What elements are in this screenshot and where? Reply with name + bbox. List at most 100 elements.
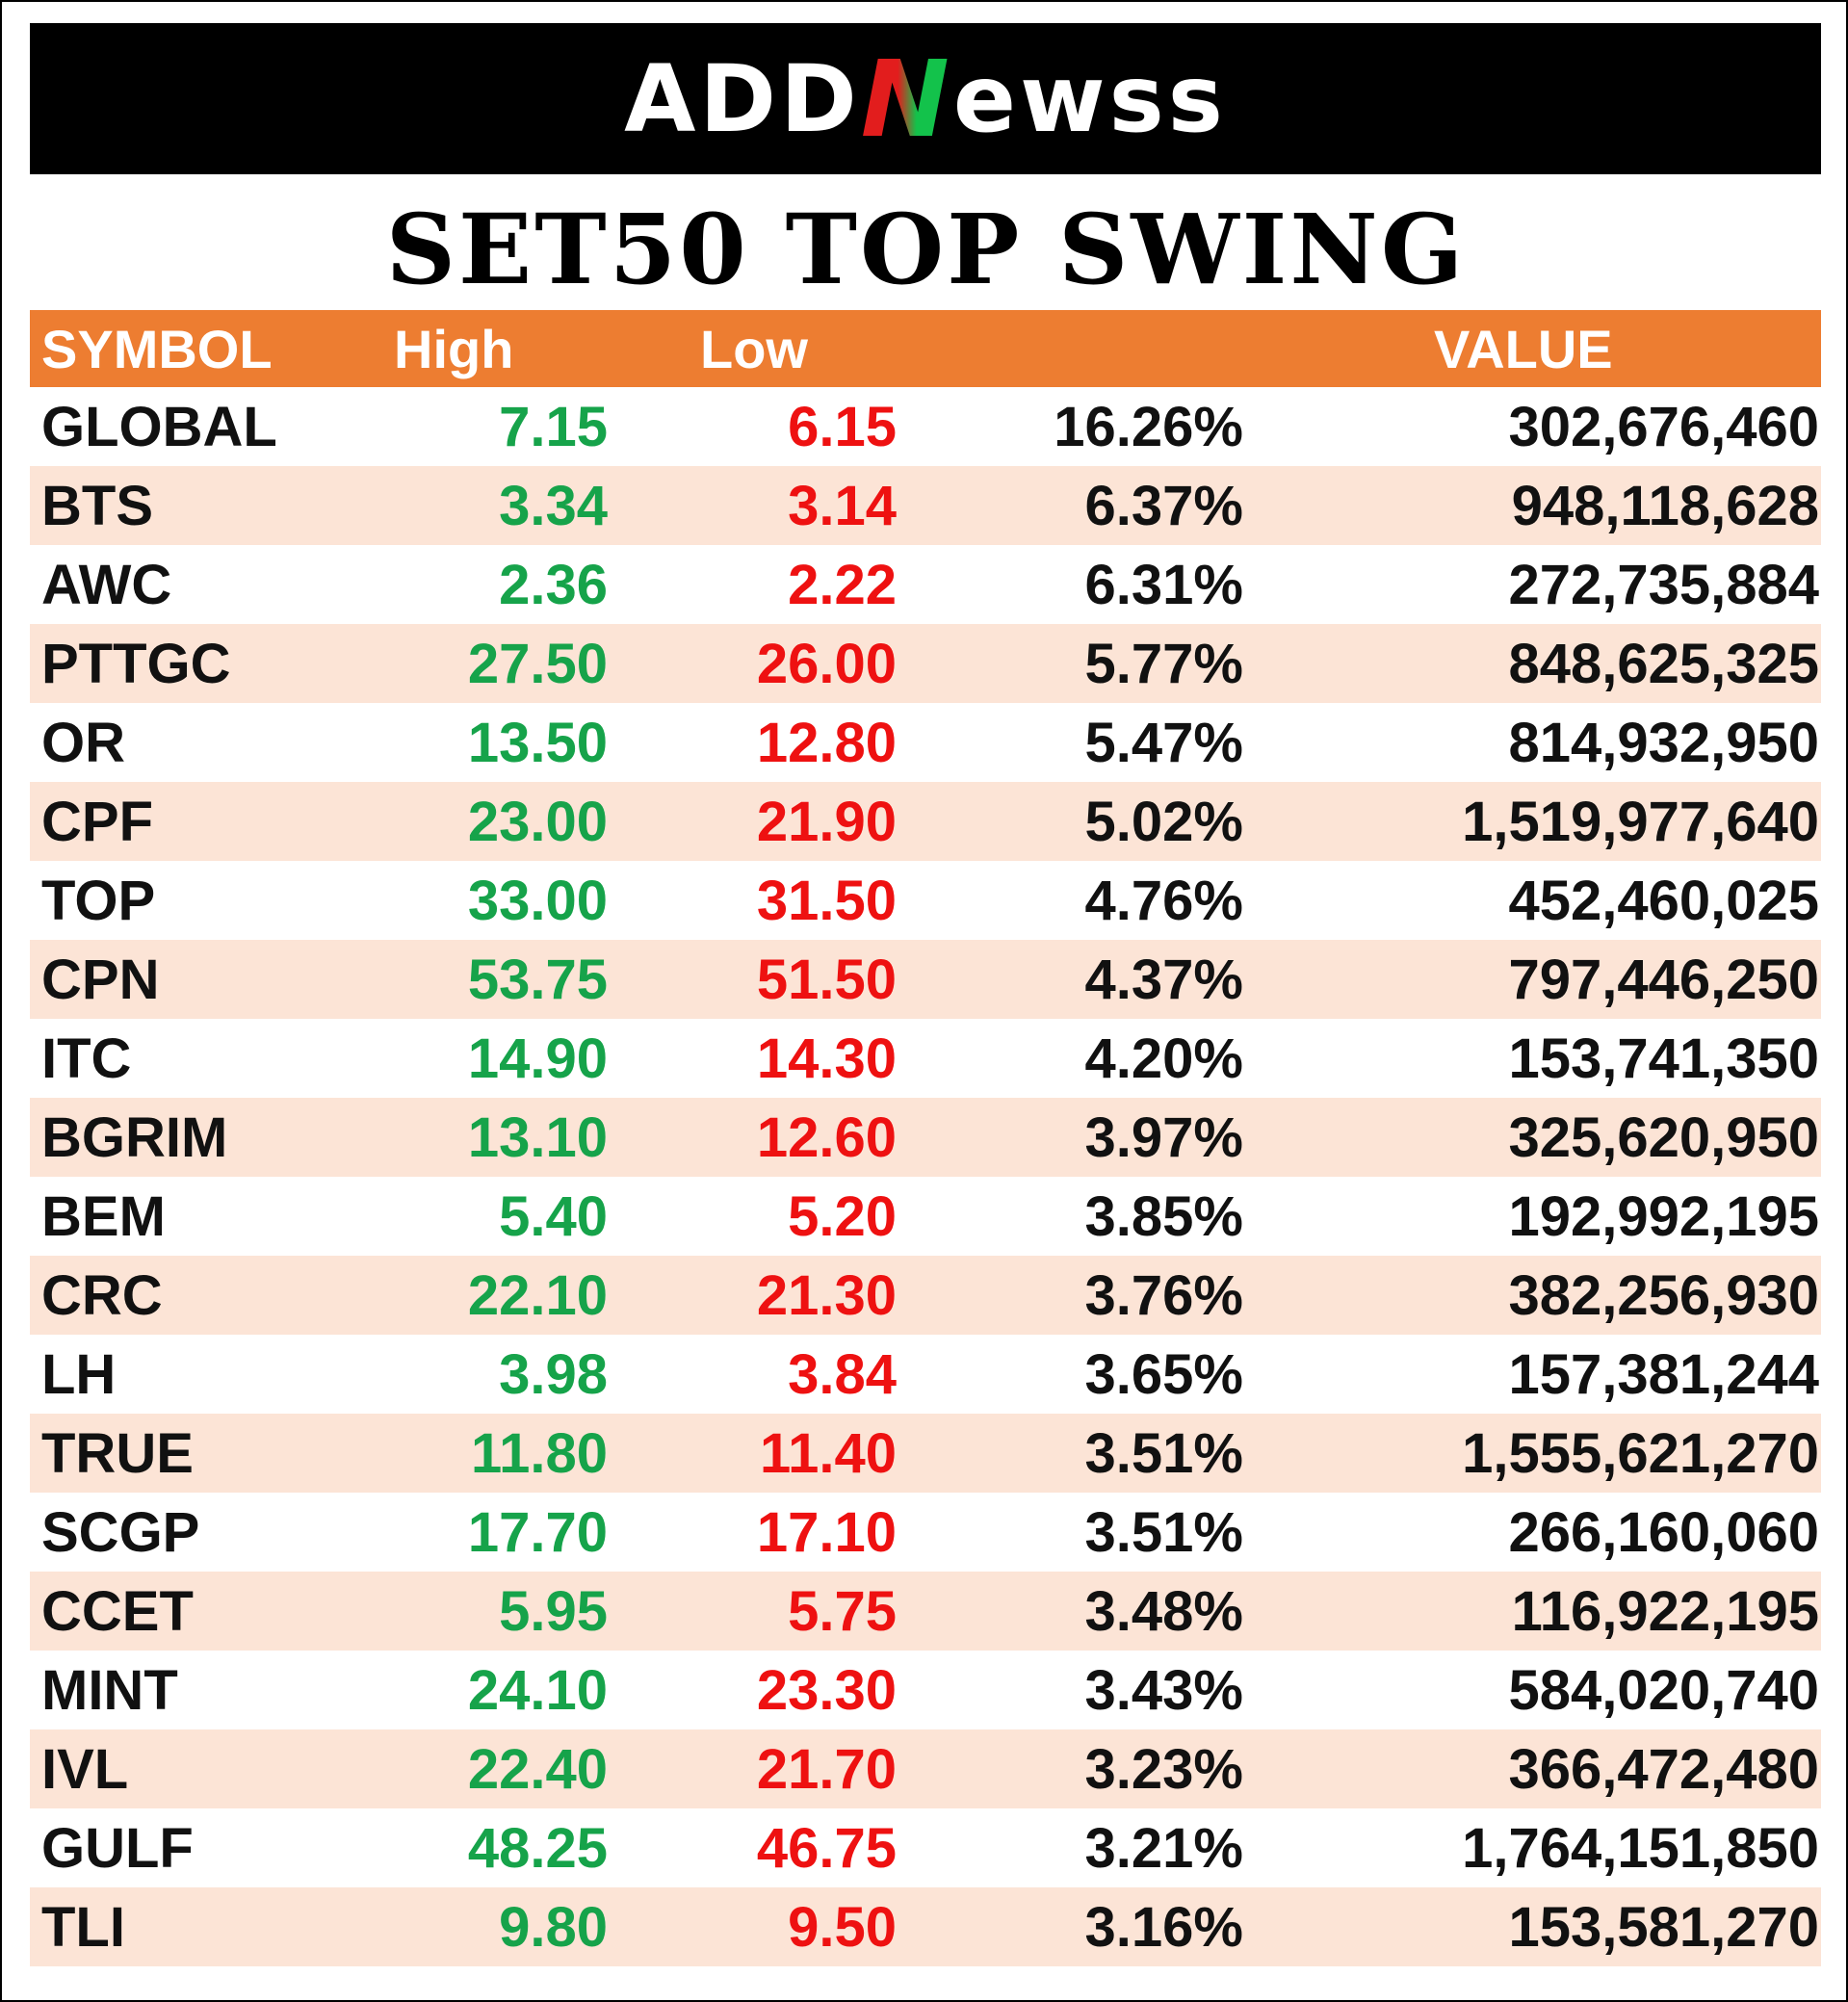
cell-high: 22.40 xyxy=(467,1737,608,1801)
cell-swing-pct: 6.31% xyxy=(1084,553,1243,616)
cell-swing-pct: 4.76% xyxy=(1084,869,1243,932)
cell-symbol: CCET xyxy=(41,1579,194,1643)
cell-low: 31.50 xyxy=(756,869,897,932)
table-row: BTS 3.34 3.14 6.37% 948,118,628 xyxy=(30,466,1821,545)
cell-value: 192,992,195 xyxy=(1508,1184,1819,1248)
cell-symbol: CPN xyxy=(41,948,160,1011)
cell-swing-pct: 6.37% xyxy=(1084,474,1243,537)
cell-swing-pct: 3.51% xyxy=(1084,1500,1243,1564)
table-row: CCET 5.95 5.75 3.48% 116,922,195 xyxy=(30,1572,1821,1651)
cell-low: 21.30 xyxy=(756,1263,897,1327)
table-row: IVL 22.40 21.70 3.23% 366,472,480 xyxy=(30,1729,1821,1808)
table-row: CPF 23.00 21.90 5.02% 1,519,977,640 xyxy=(30,782,1821,861)
logo-text-n: N xyxy=(860,37,953,161)
table-row: CPN 53.75 51.50 4.37% 797,446,250 xyxy=(30,940,1821,1019)
cell-low: 21.70 xyxy=(756,1737,897,1801)
cell-low: 12.80 xyxy=(756,711,897,774)
cell-high: 14.90 xyxy=(467,1027,608,1090)
cell-low: 46.75 xyxy=(756,1816,897,1880)
cell-swing-pct: 3.43% xyxy=(1084,1658,1243,1722)
cell-high: 13.50 xyxy=(467,711,608,774)
cell-swing-pct: 16.26% xyxy=(1054,395,1243,458)
table-row: TOP 33.00 31.50 4.76% 452,460,025 xyxy=(30,861,1821,940)
cell-value: 382,256,930 xyxy=(1508,1263,1819,1327)
cell-symbol: GLOBAL xyxy=(41,395,277,458)
cell-high: 7.15 xyxy=(499,395,608,458)
cell-swing-pct: 3.21% xyxy=(1084,1816,1243,1880)
cell-high: 22.10 xyxy=(467,1263,608,1327)
cell-value: 848,625,325 xyxy=(1508,632,1819,695)
cell-value: 266,160,060 xyxy=(1508,1500,1819,1564)
cell-swing-pct: 3.85% xyxy=(1084,1184,1243,1248)
cell-value: 1,764,151,850 xyxy=(1462,1816,1819,1880)
cell-low: 2.22 xyxy=(788,553,897,616)
cell-low: 9.50 xyxy=(788,1895,897,1959)
cell-low: 23.30 xyxy=(756,1658,897,1722)
table-row: BEM 5.40 5.20 3.85% 192,992,195 xyxy=(30,1177,1821,1256)
page-title: SET50 TOP SWING xyxy=(385,193,1467,306)
table-row: GULF 48.25 46.75 3.21% 1,764,151,850 xyxy=(30,1808,1821,1887)
cell-high: 3.98 xyxy=(499,1342,608,1406)
cell-low: 11.40 xyxy=(760,1421,897,1485)
cell-swing-pct: 3.76% xyxy=(1084,1263,1243,1327)
table-row: SCGP 17.70 17.10 3.51% 266,160,060 xyxy=(30,1493,1821,1572)
cell-symbol: ITC xyxy=(41,1027,132,1090)
cell-low: 3.84 xyxy=(788,1342,897,1406)
cell-high: 13.10 xyxy=(467,1105,608,1169)
cell-value: 948,118,628 xyxy=(1511,474,1819,537)
cell-value: 584,020,740 xyxy=(1508,1658,1819,1722)
cell-value: 116,922,195 xyxy=(1511,1579,1819,1643)
cell-swing-pct: 3.16% xyxy=(1084,1895,1243,1959)
table-row: TLI 9.80 9.50 3.16% 153,581,270 xyxy=(30,1887,1821,1966)
table-row: OR 13.50 12.80 5.47% 814,932,950 xyxy=(30,703,1821,782)
cell-low: 51.50 xyxy=(756,948,897,1011)
cell-swing-pct: 5.47% xyxy=(1084,711,1243,774)
cell-swing-pct: 3.23% xyxy=(1084,1737,1243,1801)
table-row: GLOBAL 7.15 6.15 16.26% 302,676,460 xyxy=(30,387,1821,466)
cell-symbol: BTS xyxy=(41,474,153,537)
table-row: BGRIM 13.10 12.60 3.97% 325,620,950 xyxy=(30,1098,1821,1177)
cell-high: 9.80 xyxy=(499,1895,608,1959)
cell-value: 1,519,977,640 xyxy=(1462,790,1819,853)
cell-low: 6.15 xyxy=(788,395,897,458)
cell-swing-pct: 3.97% xyxy=(1084,1105,1243,1169)
cell-high: 2.36 xyxy=(499,553,608,616)
header-swing-pct xyxy=(954,310,1243,387)
cell-symbol: CRC xyxy=(41,1263,163,1327)
cell-symbol: TLI xyxy=(41,1895,125,1959)
cell-swing-pct: 5.77% xyxy=(1084,632,1243,695)
cell-value: 157,381,244 xyxy=(1508,1342,1819,1406)
header-value: VALUE xyxy=(1434,318,1613,379)
cell-low: 17.10 xyxy=(756,1500,897,1564)
cell-high: 27.50 xyxy=(467,632,608,695)
cell-low: 5.75 xyxy=(788,1579,897,1643)
cell-low: 26.00 xyxy=(756,632,897,695)
cell-swing-pct: 3.51% xyxy=(1084,1421,1243,1485)
logo-text-ewss: ewss xyxy=(952,44,1227,153)
table-header: SYMBOL High Low VALUE xyxy=(30,310,1821,387)
cell-symbol: SCGP xyxy=(41,1500,200,1564)
cell-symbol: TRUE xyxy=(41,1421,194,1485)
table-row: ITC 14.90 14.30 4.20% 153,741,350 xyxy=(30,1019,1821,1098)
logo-text-add: ADD xyxy=(624,44,861,153)
table-row: PTTGC 27.50 26.00 5.77% 848,625,325 xyxy=(30,624,1821,703)
cell-value: 452,460,025 xyxy=(1508,869,1819,932)
cell-swing-pct: 3.48% xyxy=(1084,1579,1243,1643)
cell-high: 11.80 xyxy=(471,1421,608,1485)
cell-symbol: OR xyxy=(41,711,125,774)
cell-value: 366,472,480 xyxy=(1508,1737,1819,1801)
cell-value: 325,620,950 xyxy=(1508,1105,1819,1169)
cell-symbol: AWC xyxy=(41,553,172,616)
cell-value: 1,555,621,270 xyxy=(1462,1421,1819,1485)
cell-low: 14.30 xyxy=(756,1027,897,1090)
cell-high: 53.75 xyxy=(467,948,608,1011)
cell-symbol: MINT xyxy=(41,1658,178,1722)
header-low: Low xyxy=(700,318,808,379)
cell-high: 3.34 xyxy=(499,474,608,537)
cell-high: 17.70 xyxy=(467,1500,608,1564)
table-row: MINT 24.10 23.30 3.43% 584,020,740 xyxy=(30,1651,1821,1729)
cell-value: 272,735,884 xyxy=(1508,553,1819,616)
